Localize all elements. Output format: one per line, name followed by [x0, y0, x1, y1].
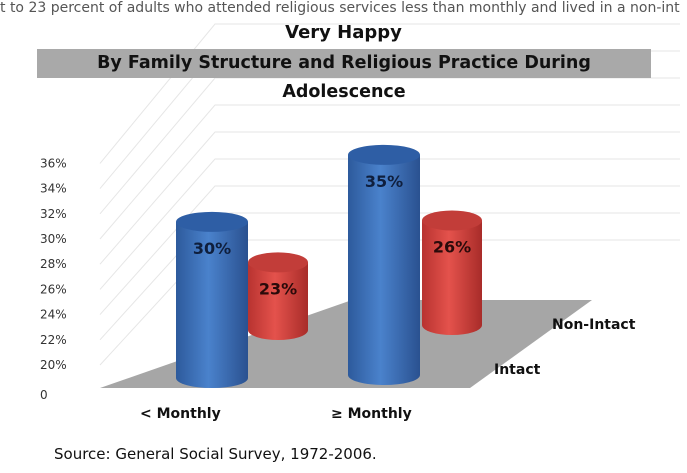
cylinder-top [422, 210, 482, 231]
y-tick-label: 36% [40, 156, 67, 170]
grid-line [99, 104, 680, 240]
data-label: 30% [193, 239, 231, 258]
cylinder-top [348, 144, 420, 165]
y-tick-label: 28% [40, 257, 67, 271]
cylinder-body [422, 220, 482, 335]
cylinder-body [248, 262, 308, 340]
grid-line [99, 158, 680, 290]
bar-non-intact-1: 26% [422, 210, 482, 335]
grid-line [99, 23, 680, 164]
y-tick-label: 24% [40, 308, 67, 322]
y-tick-label: 32% [40, 207, 67, 221]
cylinder-body [348, 154, 420, 385]
y-tick-label: 26% [40, 282, 67, 296]
data-label: 35% [365, 172, 403, 191]
cropped-caption-text: t to 23 percent of adults who attended r… [0, 0, 680, 16]
y-tick-label: 22% [40, 333, 67, 347]
chart-subtitle: By Family Structure and Religious Practi… [37, 49, 651, 102]
grid-line [99, 185, 680, 315]
y-tick-label: 30% [40, 232, 67, 246]
series-label-intact: Intact [494, 362, 541, 378]
x-label-0: < Monthly [140, 406, 221, 422]
grid-line [99, 77, 680, 215]
bar-intact-0: 30% [176, 211, 248, 388]
bar-intact-1: 35% [348, 144, 420, 385]
y-tick-label: 20% [40, 358, 67, 372]
chart-title: Very Happy [285, 22, 402, 43]
grid-line [99, 131, 680, 265]
bar-non-intact-0: 23% [248, 252, 308, 340]
y-tick-label: 34% [40, 182, 67, 196]
data-label: 26% [433, 237, 471, 256]
x-label-1: ≥ Monthly [331, 406, 412, 422]
cylinder-top [248, 252, 308, 273]
cylinder-body [176, 221, 248, 388]
data-label: 23% [259, 279, 297, 298]
series-label-non-intact: Non-Intact [552, 317, 636, 333]
y-tick-label: 0 [40, 388, 48, 402]
cylinder-top [176, 211, 248, 232]
source-note: Source: General Social Survey, 1972-2006… [54, 445, 377, 463]
